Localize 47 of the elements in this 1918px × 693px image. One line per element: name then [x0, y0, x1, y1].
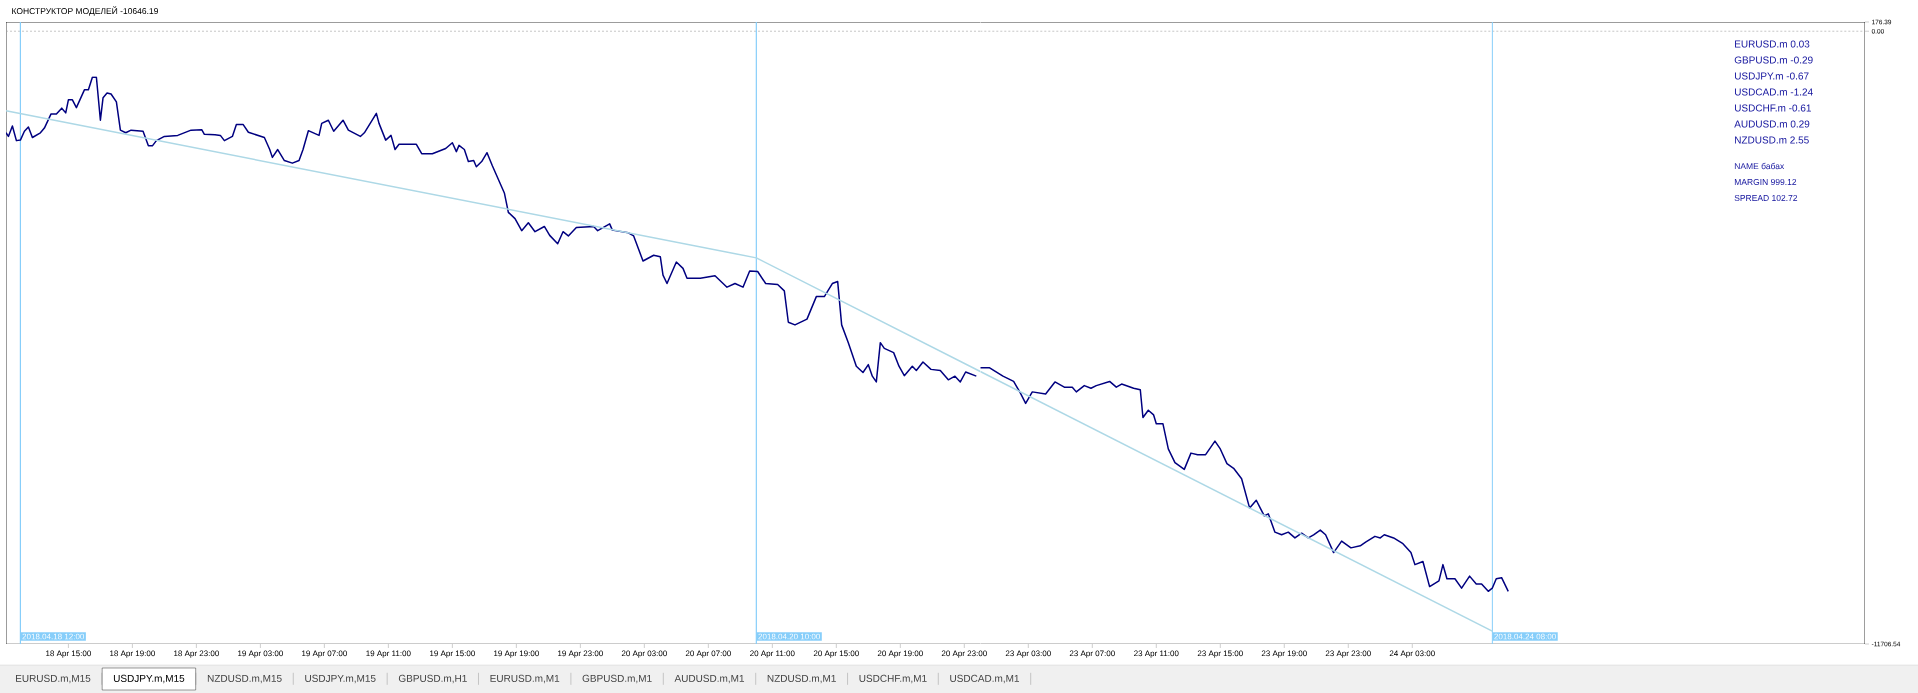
x-tick-label: 20 Apr 03:00 — [621, 650, 667, 658]
text: NZDUSD.m,M15 — [207, 674, 282, 684]
annotation: USDJPY.m -0.67 — [1734, 72, 1809, 80]
text: EURUSD.m,M15 — [16, 674, 91, 684]
text: GBPUSD.m,H1 — [398, 674, 467, 684]
x-tick-label: 24 Apr 03:00 — [1389, 650, 1435, 658]
x-tick-label: 18 Apr 19:00 — [110, 650, 155, 658]
x-tick-label: 23 Apr 07:00 — [1069, 650, 1115, 658]
text: EURUSD.m,M1 — [490, 674, 560, 684]
text: GBPUSD.m,M1 — [582, 674, 652, 684]
x-tick-label: 18 Apr 23:00 — [174, 650, 219, 658]
x-tick-label: 23 Apr 11:00 — [1134, 650, 1179, 658]
x-tick-label: 19 Apr 07:00 — [302, 650, 347, 658]
x-tick-label: 20 Apr 07:00 — [685, 650, 731, 658]
ref-line-label: 2018.04.20 10:00 — [758, 633, 820, 640]
x-tick-label: 23 Apr 19:00 — [1261, 650, 1307, 658]
x-tick-label: 20 Apr 15:00 — [813, 650, 859, 658]
ref-line-label: 2018.04.18 12:00 — [22, 633, 85, 640]
annotation: USDCHF.m -0.61 — [1734, 104, 1811, 112]
x-tick-label: 19 Apr 11:00 — [366, 650, 411, 658]
chart-title: КОНСТРУКТОР МОДЕЛЕЙ -10646.19 — [12, 6, 159, 16]
text: USDCAD.m,M1 — [950, 674, 1020, 684]
x-tick-label: 23 Apr 15:00 — [1197, 650, 1243, 658]
text: USDJPY.m,M15 — [113, 674, 185, 684]
ref-line-label: 2018.04.24 08:00 — [1494, 633, 1556, 640]
x-tick-label: 19 Apr 15:00 — [430, 650, 475, 658]
x-tick-label: 23 Apr 23:00 — [1325, 650, 1371, 658]
annotation: AUDUSD.m 0.29 — [1734, 120, 1810, 128]
x-tick-label: 18 Apr 15:00 — [46, 650, 91, 658]
x-tick-label: 19 Apr 03:00 — [238, 650, 283, 658]
annotation: NZDUSD.m 2.55 — [1735, 136, 1809, 144]
x-tick-label: 23 Apr 03:00 — [1005, 650, 1051, 658]
annotation: MARGIN 999.12 — [1734, 178, 1797, 185]
annotation: EURUSD.m 0.03 — [1735, 40, 1810, 48]
text: USDJPY.m,M15 — [305, 674, 376, 684]
text: NZDUSD.m,M1 — [767, 674, 836, 684]
x-tick-label: 20 Apr 23:00 — [941, 650, 987, 658]
text: USDCHF.m,M1 — [859, 674, 927, 684]
x-tick-label: 19 Apr 23:00 — [558, 650, 603, 658]
annotation: USDCAD.m -1.24 — [1734, 88, 1813, 96]
text: AUDUSD.m,M1 — [674, 674, 745, 684]
x-tick-label: 20 Apr 19:00 — [877, 650, 923, 658]
annotation: SPREAD 102.72 — [1734, 194, 1798, 201]
x-tick-label: 19 Apr 19:00 — [494, 650, 539, 658]
annotation: GBPUSD.m -0.29 — [1734, 56, 1813, 64]
x-tick-label: 20 Apr 11:00 — [750, 650, 795, 658]
annotation: NAME бабах — [1734, 162, 1785, 170]
